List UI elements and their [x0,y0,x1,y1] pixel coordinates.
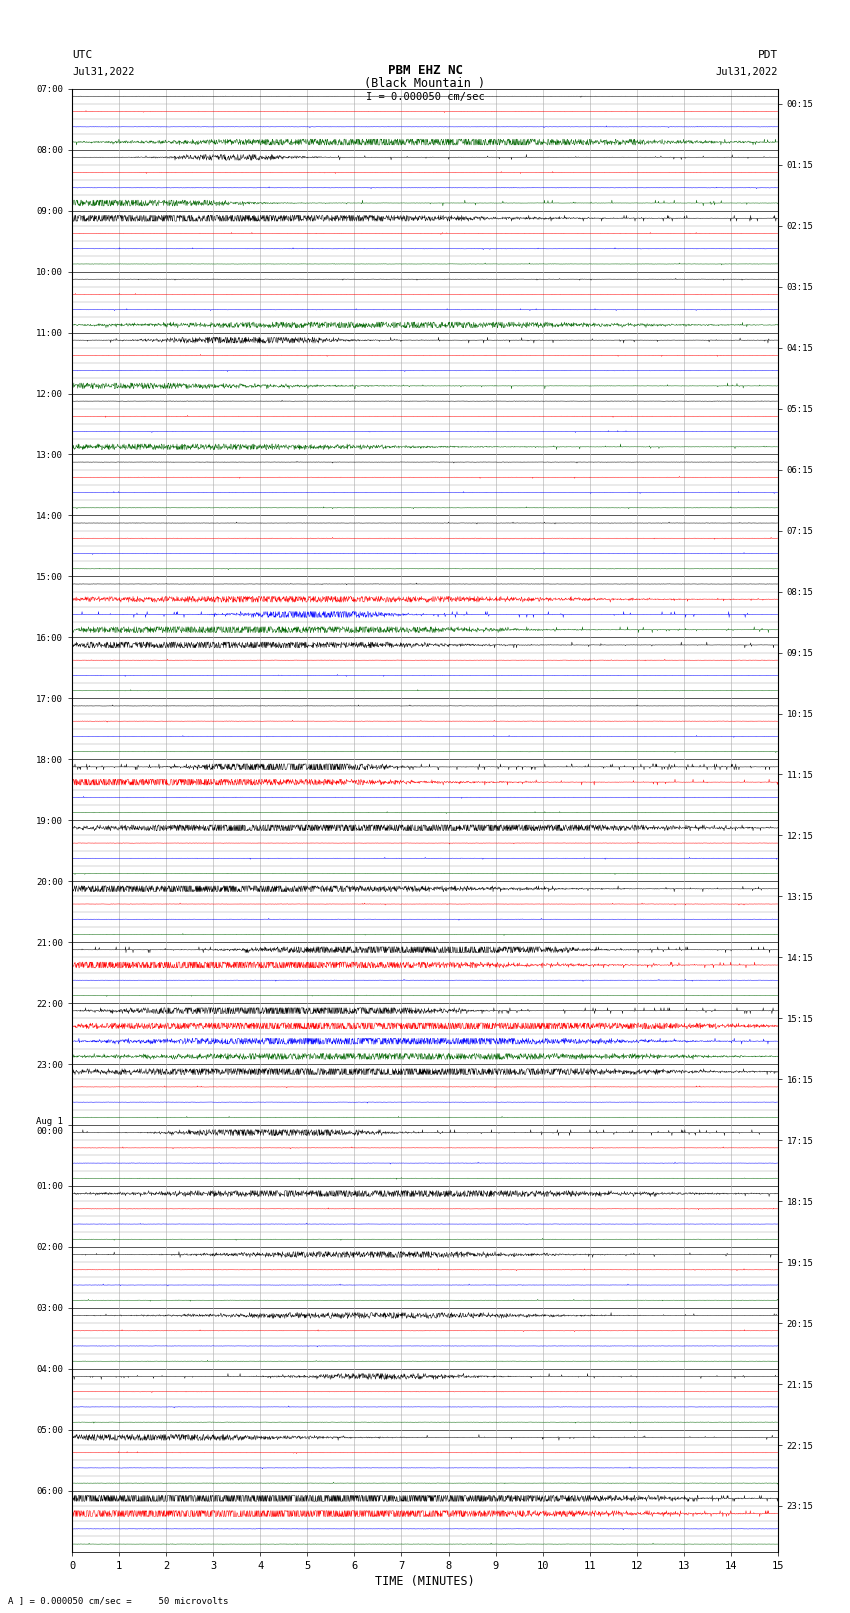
Text: PDT: PDT [757,50,778,60]
Text: A ] = 0.000050 cm/sec =     50 microvolts: A ] = 0.000050 cm/sec = 50 microvolts [8,1595,229,1605]
Text: UTC: UTC [72,50,93,60]
Text: Jul31,2022: Jul31,2022 [715,66,778,77]
Text: (Black Mountain ): (Black Mountain ) [365,76,485,90]
Text: PBM EHZ NC: PBM EHZ NC [388,63,462,77]
Text: I = 0.000050 cm/sec: I = 0.000050 cm/sec [366,92,484,103]
Text: Jul31,2022: Jul31,2022 [72,66,135,77]
X-axis label: TIME (MINUTES): TIME (MINUTES) [375,1574,475,1587]
